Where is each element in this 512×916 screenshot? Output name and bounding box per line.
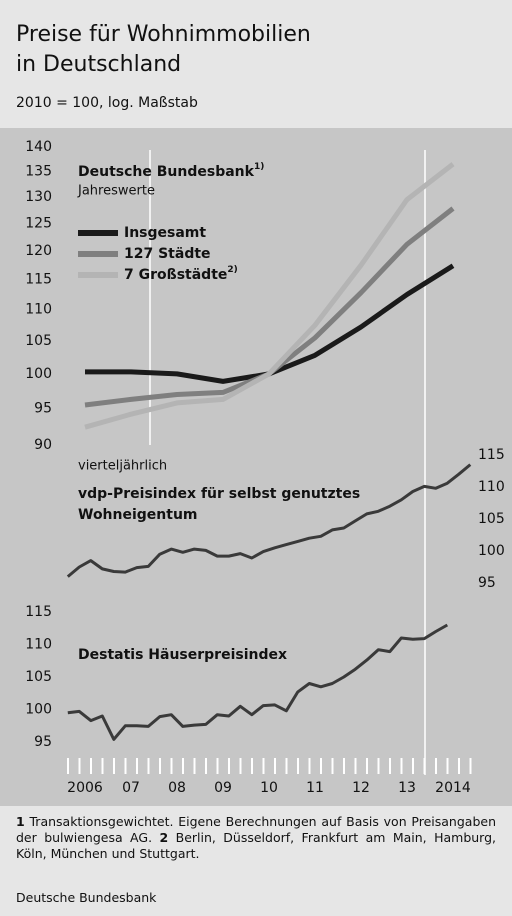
y-tick-label: 110 [478,479,505,495]
legend-text: 127 Städte [124,246,211,262]
title-line: in Deutschland [16,52,181,77]
chart: Preise für Wohnimmobilien in Deutschland… [0,22,512,806]
y-tick-label: 105 [25,333,52,349]
x-tick-label: 13 [398,780,416,796]
legend-text: 7 Großstädte [124,267,227,283]
x-tick-label: 12 [352,780,370,796]
legend-text: Insgesamt [124,225,206,241]
y-tick-label: 135 [25,164,52,180]
y-tick-label: 115 [25,604,52,620]
series-line [84,162,455,430]
title-line: Preise für Wohnimmobilien [16,22,311,47]
legend-note: 2) [227,265,237,275]
panel-title-note: 1) [254,162,264,172]
panel-title: Destatis Häuserpreisindex [78,647,287,663]
source: Deutsche Bundesbank [16,890,157,905]
y-tick-label: 105 [478,511,505,527]
y-tick-label: 115 [478,447,505,463]
y-tick-label: 95 [478,575,496,591]
series-line [67,623,449,741]
x-tick-label: 07 [122,780,140,796]
x-tick-label: 09 [214,780,232,796]
panel-title-text: Deutsche Bundesbank [78,164,255,180]
y-tick-label: 115 [25,272,52,288]
footnotes: 1 Transaktionsgewichtet. Eigene Berechnu… [16,814,496,862]
x-tick-label: 11 [306,780,324,796]
y-tick-label: 100 [478,543,505,559]
footnote-text: Transaktionsgewichtet. Eigene Berechnung… [16,814,496,845]
footnote-text: Berlin, Düsseldorf, Frankfurt am Main, H… [16,830,497,861]
footnote-mark: 1 [16,814,25,829]
legend-label: 127 Städte [124,246,211,262]
panel-title: Wohneigentum [78,507,198,523]
panel-annotation: vierteljährlich [78,459,167,474]
y-tick-label: 105 [25,669,52,685]
y-tick-label: 100 [25,702,52,718]
panel-title-text: Destatis Häuserpreisindex [78,647,287,663]
subtitle: 2010 = 100, log. Maßstab [16,95,198,111]
panel-subtitle: Jahreswerte [77,184,155,199]
x-tick-label: 2014 [435,780,471,796]
panel-title: vdp-Preisindex für selbst genutztes [78,486,360,502]
y-tick-label: 90 [34,437,52,453]
y-tick-label: 95 [34,734,52,750]
y-tick-label: 130 [25,189,52,205]
y-tick-label: 120 [25,243,52,259]
x-tick-label: 10 [260,780,278,796]
footnote-mark: 2 [159,830,169,845]
legend-label: 7 Großstädte2) [124,265,238,284]
panel [0,128,512,806]
y-tick-label: 125 [25,215,52,231]
legend-label: Insgesamt [124,225,206,241]
x-tick-label: 2006 [67,780,103,796]
y-tick-label: 95 [34,401,52,417]
y-tick-label: 110 [25,302,52,318]
panel-title: Deutsche Bundesbank1) [78,162,264,181]
y-tick-label: 100 [25,366,52,382]
y-tick-label: 140 [25,139,52,155]
x-tick-label: 08 [168,780,186,796]
y-tick-label: 110 [25,637,52,653]
series-line [66,463,472,578]
